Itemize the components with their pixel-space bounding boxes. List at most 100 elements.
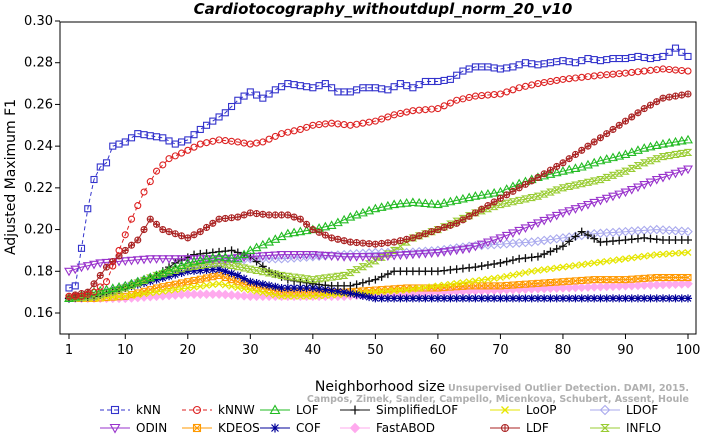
data-point — [464, 244, 475, 254]
data-point — [271, 86, 279, 94]
data-point — [227, 261, 236, 269]
data-point — [576, 203, 587, 212]
data-point — [552, 294, 561, 303]
data-point — [559, 263, 567, 271]
data-point — [664, 151, 674, 160]
data-point — [496, 194, 504, 202]
y-tick-label: 0.24 — [24, 139, 53, 154]
data-point — [233, 263, 243, 271]
data-point — [521, 180, 529, 188]
data-point — [207, 252, 218, 262]
data-point — [633, 145, 643, 154]
data-point — [315, 292, 323, 300]
data-point — [457, 193, 468, 203]
data-point — [533, 192, 543, 200]
data-point — [527, 253, 536, 262]
data-point — [152, 275, 161, 284]
data-point — [521, 59, 529, 67]
data-point — [346, 268, 355, 277]
data-point — [583, 200, 593, 210]
data-point — [321, 274, 330, 282]
data-point — [177, 268, 186, 277]
y-axis: 0.16 0.18 0.20 0.22 0.24 0.26 0.28 0.30 — [24, 14, 60, 321]
data-point — [177, 149, 186, 157]
data-point — [203, 223, 211, 232]
data-point — [145, 272, 156, 282]
data-point — [328, 234, 336, 242]
data-point — [76, 263, 87, 273]
legend-label: kNN — [136, 403, 161, 417]
y-tick-label: 0.20 — [24, 223, 53, 238]
data-point — [577, 294, 586, 303]
x-tick-label: 80 — [555, 343, 572, 358]
data-point — [440, 294, 449, 303]
data-point — [153, 288, 160, 296]
data-point — [551, 167, 562, 177]
data-point — [176, 255, 187, 264]
data-point — [308, 283, 317, 292]
data-point — [102, 278, 111, 286]
data-point — [427, 294, 436, 303]
data-point — [583, 159, 593, 169]
data-point — [583, 231, 592, 240]
data-point — [270, 253, 281, 264]
data-point — [440, 266, 449, 275]
data-point — [321, 285, 330, 294]
data-point — [146, 289, 154, 297]
data-point — [564, 182, 574, 191]
data-point — [134, 202, 142, 210]
data-point — [571, 261, 579, 269]
data-point — [478, 276, 486, 284]
data-point — [495, 234, 506, 244]
legend-label: LDOF — [626, 403, 658, 417]
data-point — [189, 289, 199, 300]
data-point — [283, 272, 293, 280]
data-point — [164, 265, 174, 275]
data-point — [365, 240, 373, 248]
data-point — [332, 217, 343, 227]
data-point — [102, 159, 111, 167]
legend-label: LDF — [526, 421, 549, 434]
data-point — [308, 276, 318, 284]
data-point — [609, 125, 617, 134]
data-point — [309, 292, 317, 300]
data-point — [478, 205, 486, 213]
data-point — [378, 115, 386, 123]
data-point — [226, 290, 237, 300]
data-point — [420, 249, 431, 259]
y-tick-label: 0.26 — [24, 97, 53, 112]
data-point — [401, 251, 412, 260]
data-point — [595, 155, 606, 165]
data-point — [420, 198, 431, 208]
data-point — [571, 150, 580, 159]
data-point — [101, 284, 112, 294]
data-point — [190, 231, 198, 239]
data-point — [339, 253, 350, 262]
legend-item-knnw: kNNW — [182, 403, 255, 417]
data-point — [283, 283, 292, 292]
data-point — [677, 294, 686, 303]
data-point — [265, 90, 273, 98]
series-lof — [64, 134, 693, 302]
data-point — [382, 252, 393, 261]
data-point — [665, 48, 673, 56]
data-point — [321, 292, 329, 299]
data-point — [384, 113, 392, 121]
data-point — [121, 246, 129, 254]
data-point — [183, 263, 193, 271]
data-point — [214, 289, 224, 300]
data-point — [89, 292, 99, 300]
data-point — [677, 149, 687, 157]
data-point — [508, 198, 518, 206]
y-tick-label: 0.28 — [24, 56, 53, 71]
data-point — [678, 91, 686, 99]
data-point — [346, 289, 355, 298]
data-point — [415, 294, 424, 303]
data-point — [502, 257, 511, 266]
data-point — [515, 294, 524, 303]
data-point — [271, 291, 279, 299]
data-point — [320, 251, 331, 261]
data-point — [134, 236, 142, 244]
data-point — [395, 251, 406, 261]
